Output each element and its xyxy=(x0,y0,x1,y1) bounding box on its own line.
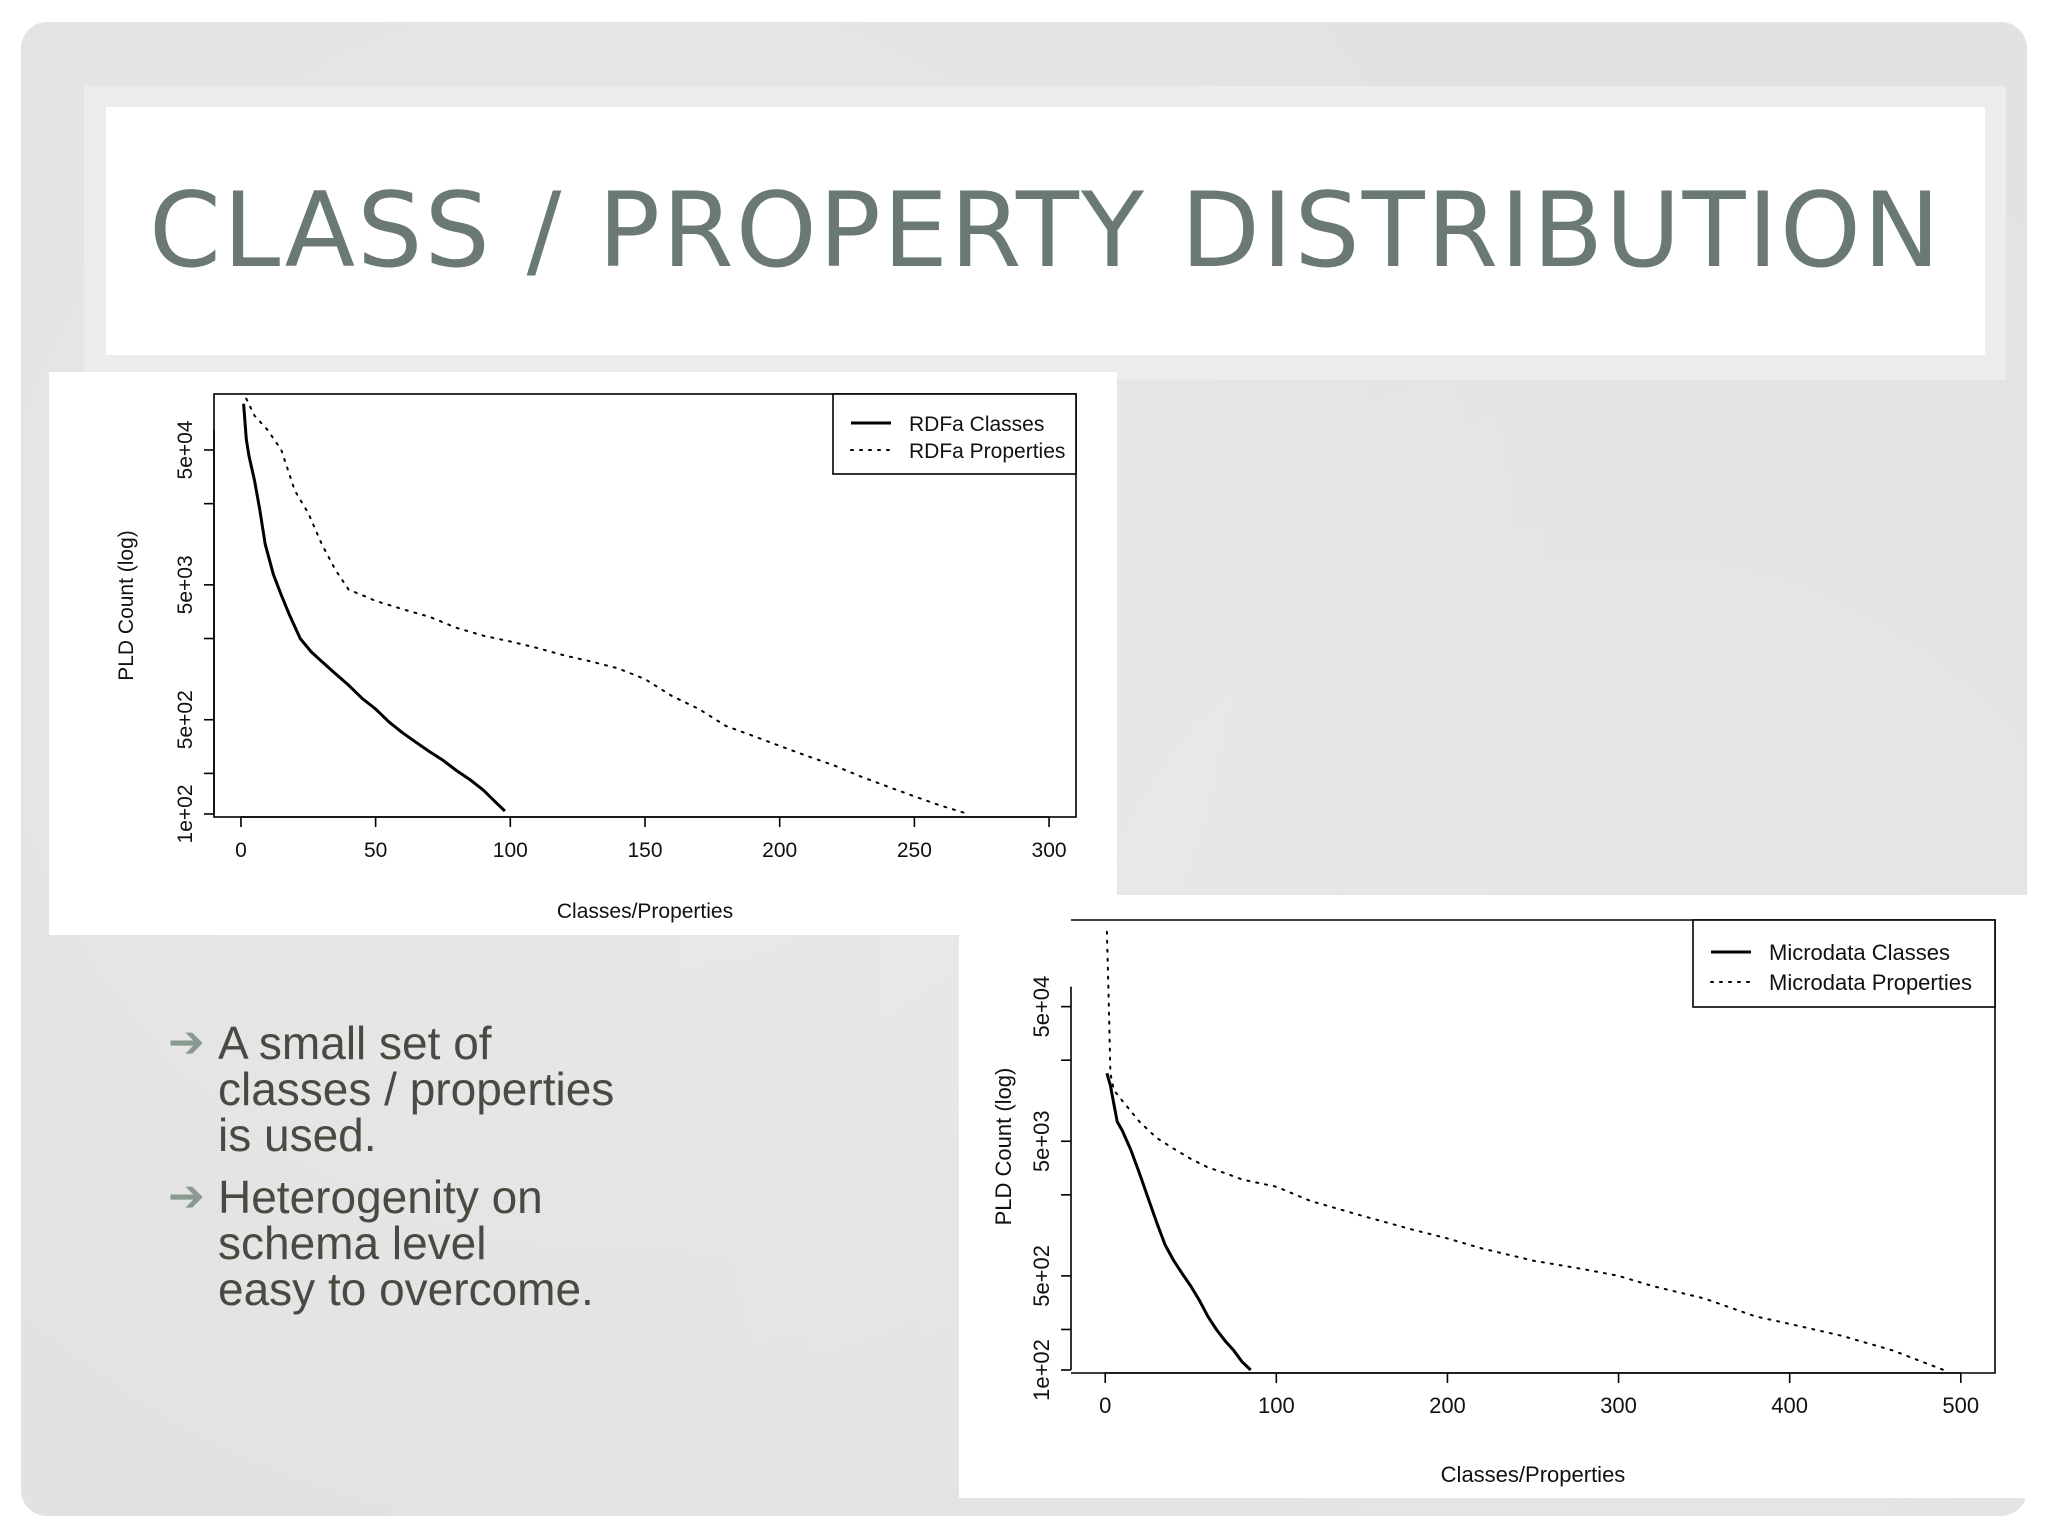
x-tick-label: 100 xyxy=(493,839,528,862)
y-tick-label: 5e+03 xyxy=(1029,1110,1054,1172)
arrow-right-icon: ➔ xyxy=(168,1171,205,1222)
y-tick-label: 1e+02 xyxy=(1029,1339,1054,1401)
x-axis-label: Classes/Properties xyxy=(1441,1462,1626,1487)
x-tick-label: 200 xyxy=(762,839,797,862)
bullet-item: ➔ Heterogenity on schema level easy to o… xyxy=(168,1171,728,1315)
y-tick-label: 5e+02 xyxy=(1029,1245,1054,1307)
bullet-item: ➔ A small set of classes / properties is… xyxy=(168,1017,728,1161)
y-tick-label: 5e+02 xyxy=(174,690,197,749)
legend-label: RDFa Classes xyxy=(909,413,1044,436)
y-tick-label: 5e+04 xyxy=(174,420,197,479)
legend-label: RDFa Properties xyxy=(909,440,1065,463)
y-axis-label: PLD Count (log) xyxy=(991,1068,1016,1226)
series-line-classes xyxy=(242,403,506,813)
bullet-list: ➔ A small set of classes / properties is… xyxy=(168,1020,728,1328)
x-tick-label: 400 xyxy=(1771,1393,1808,1418)
y-tick-label: 5e+04 xyxy=(1029,976,1054,1038)
x-tick-label: 300 xyxy=(1600,1393,1637,1418)
x-tick-label: 500 xyxy=(1942,1393,1979,1418)
x-tick-label: 50 xyxy=(364,839,387,862)
microdata-chart-svg: 0 100 200 300 400 500 1e+02 5e+02 5e+03 5e+04 Clas… xyxy=(991,919,1996,1487)
x-tick-label: 0 xyxy=(1099,1393,1111,1418)
x-tick-label: 200 xyxy=(1429,1393,1466,1418)
arrow-right-icon: ➔ xyxy=(168,1017,205,1068)
series-line-classes xyxy=(1105,1072,1252,1372)
microdata-chart: 0 100 200 300 400 500 1e+02 5e+02 5e+03 5e+04 Clas… xyxy=(959,895,2027,1498)
rdfa-chart: 0 50 100 150 200 250 300 1e+02 5e+02 5e+03 5e+04 Cl… xyxy=(49,372,1117,935)
rdfa-chart-svg: 0 50 100 150 200 250 300 1e+02 5e+02 5e+03 5e+04 Cl… xyxy=(115,393,1077,923)
y-tick-label: 1e+02 xyxy=(174,785,197,844)
x-tick-label: 0 xyxy=(235,839,247,862)
y-axis-label: PLD Count (log) xyxy=(115,530,138,681)
x-axis-label: Classes/Properties xyxy=(557,900,733,923)
x-tick-label: 250 xyxy=(897,839,932,862)
slide-title: CLASS / PROPERTY DISTRIBUTION xyxy=(148,170,1943,291)
x-tick-label: 100 xyxy=(1258,1393,1295,1418)
series-line-properties xyxy=(245,397,970,815)
x-tick-label: 300 xyxy=(1032,839,1067,862)
y-tick-label: 5e+03 xyxy=(174,555,197,614)
title-box: CLASS / PROPERTY DISTRIBUTION xyxy=(106,107,1985,355)
x-tick-label: 150 xyxy=(627,839,662,862)
legend-box xyxy=(1692,919,1996,1008)
legend-label: Microdata Properties xyxy=(1769,970,1972,995)
bullet-text: Heterogenity on schema level easy to ove… xyxy=(218,1171,594,1315)
legend-label: Microdata Classes xyxy=(1769,940,1950,965)
bullet-text: A small set of classes / properties is u… xyxy=(218,1017,615,1161)
legend-box xyxy=(832,393,1077,475)
